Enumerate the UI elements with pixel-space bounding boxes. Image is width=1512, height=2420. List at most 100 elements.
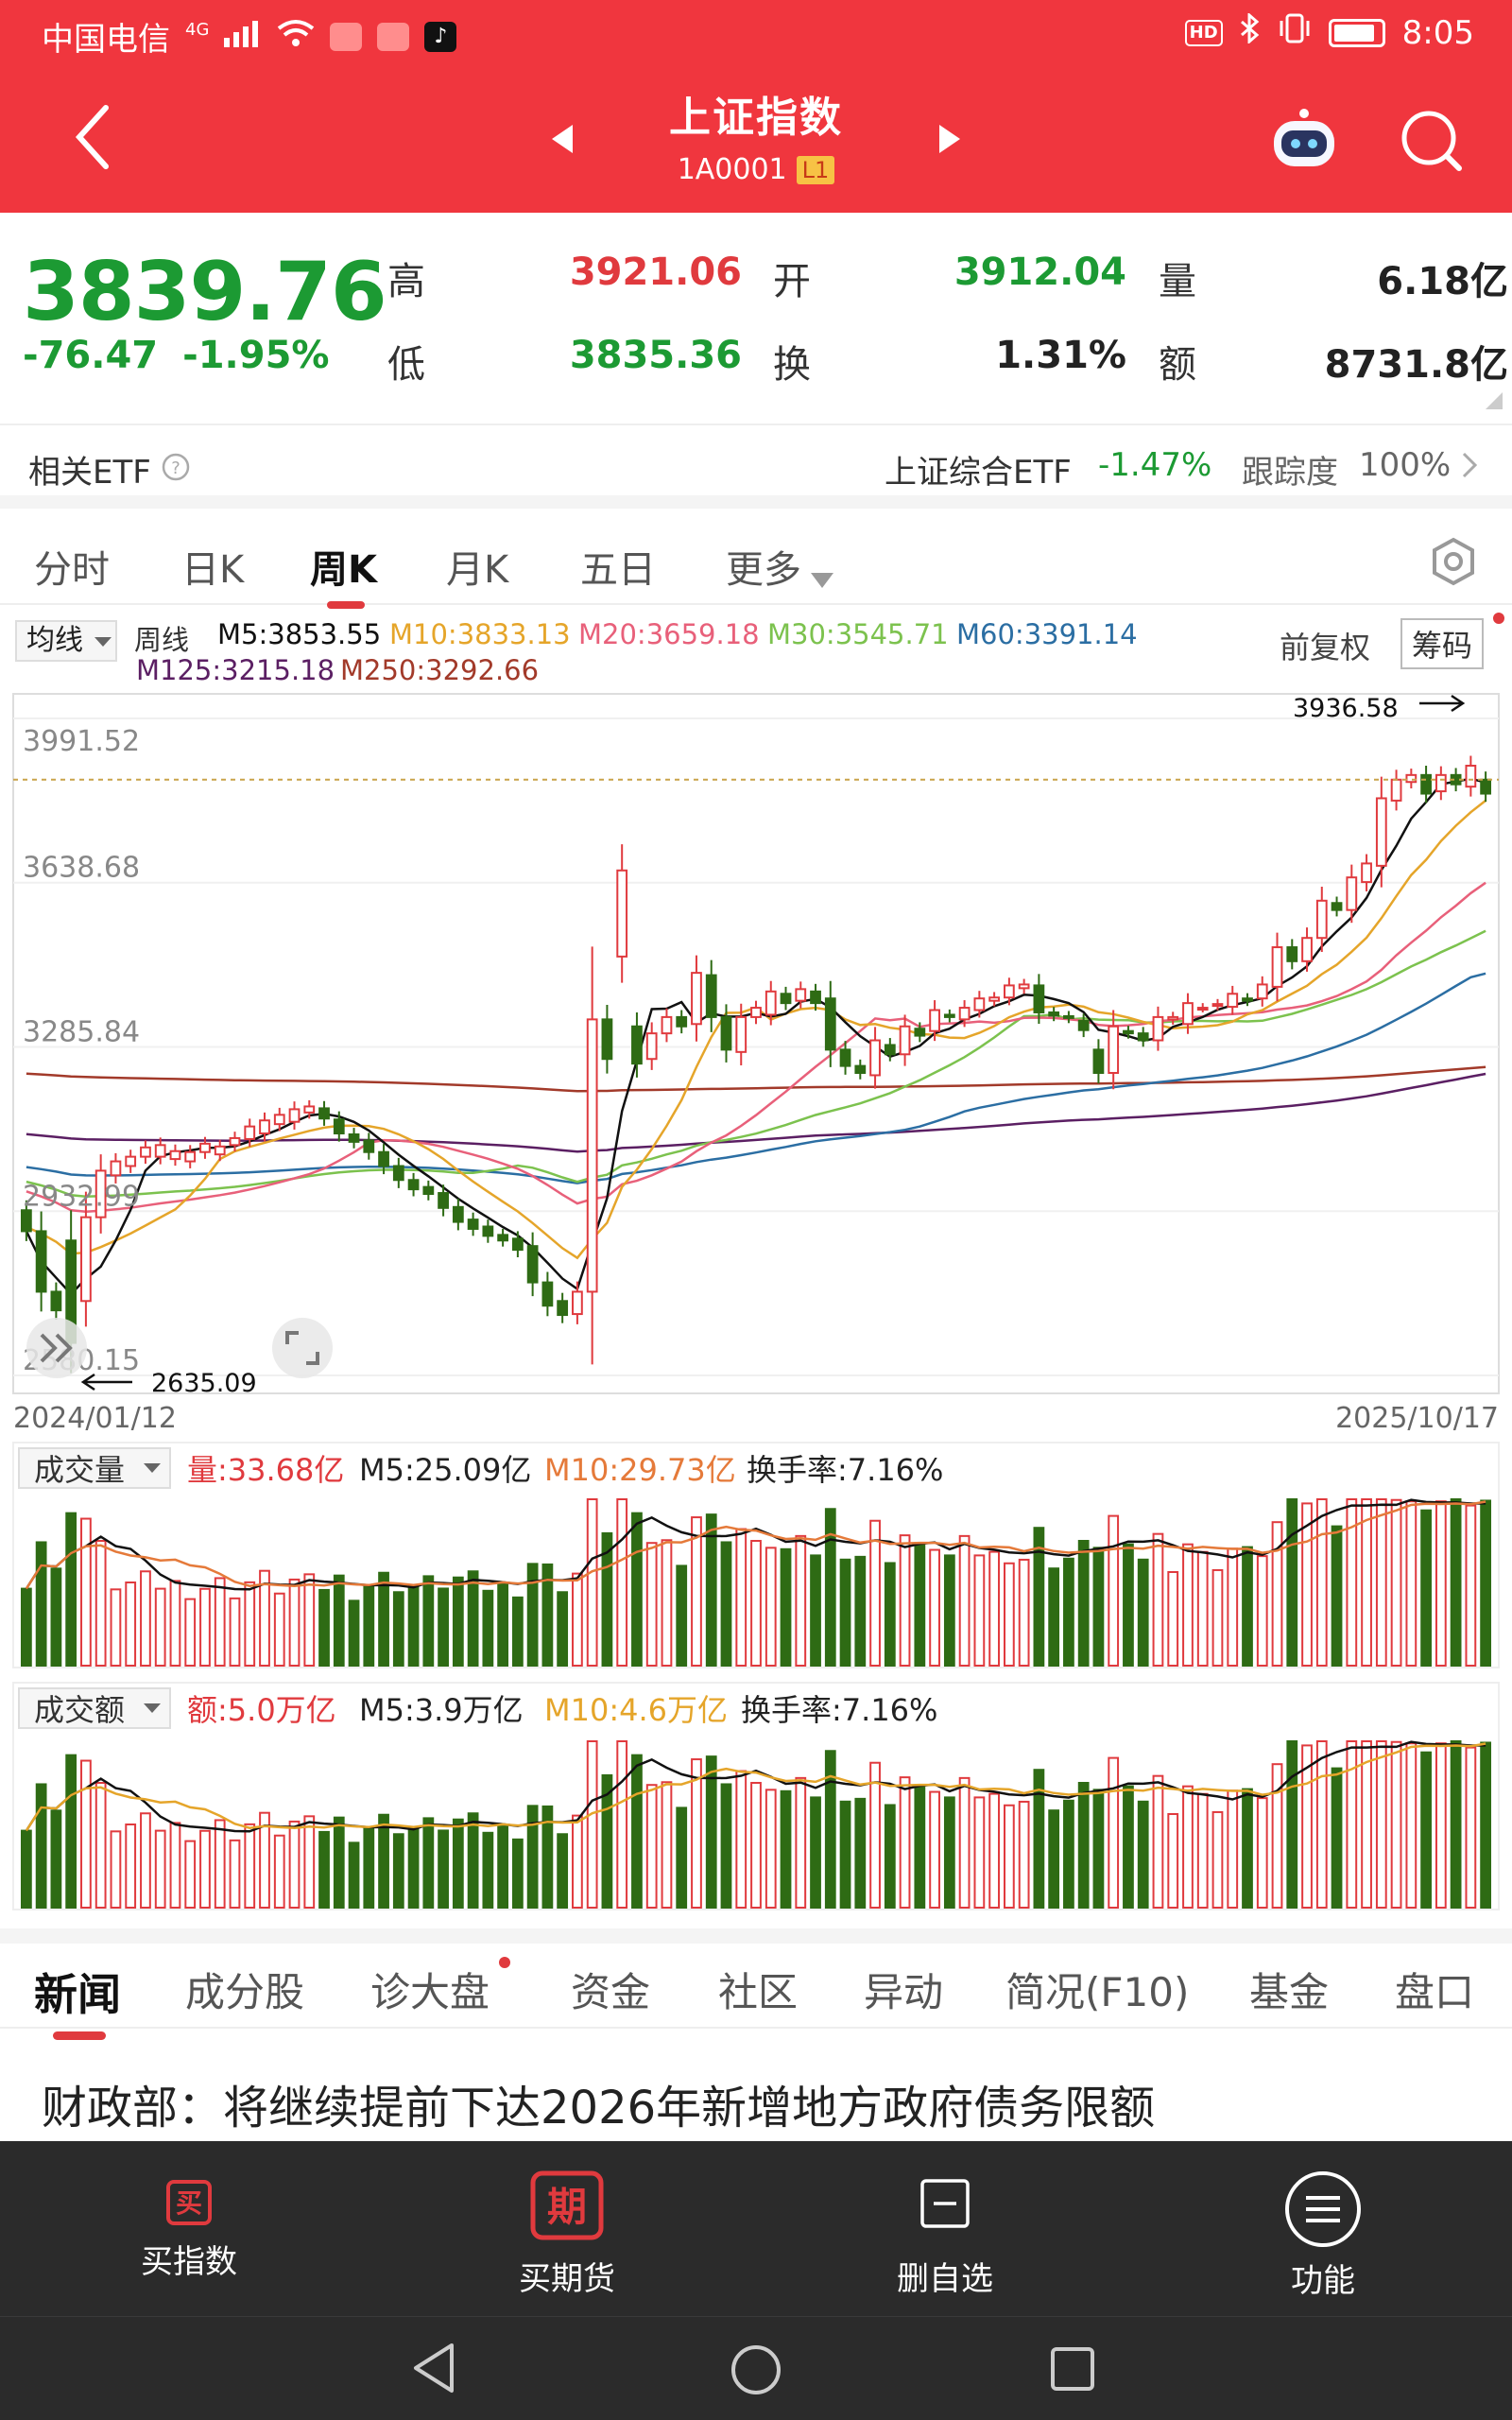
volume-bar-down	[1331, 1525, 1343, 1667]
expand-left-icon[interactable]	[26, 1318, 87, 1378]
wifi-icon	[277, 18, 315, 56]
volume-bar-up	[750, 1540, 762, 1667]
functions-button[interactable]: 功能	[1134, 2141, 1512, 2316]
chips-button[interactable]: 筹码	[1400, 618, 1485, 669]
volume-bar-down	[914, 1784, 926, 1909]
robot-assistant-icon[interactable]	[1266, 106, 1342, 176]
back-icon[interactable]	[74, 104, 112, 174]
volume-bar-up	[303, 1815, 316, 1910]
volume-bar-down	[824, 1508, 836, 1667]
volume-ma10-line	[25, 1500, 1486, 1590]
volume-bar-up	[616, 1498, 628, 1667]
related-etf-row[interactable]: 相关ETF ? 上证综合ETF -1.47% 跟踪度 100%	[0, 427, 1512, 509]
tab-funds[interactable]: 基金	[1249, 1969, 1330, 2015]
fullscreen-icon[interactable]	[272, 1318, 333, 1378]
tab-capital[interactable]: 资金	[571, 1969, 651, 2015]
volume-m5: M5:25.09亿	[359, 1452, 531, 1488]
candle-up	[586, 1018, 598, 1293]
low-value: 3835.36	[569, 334, 742, 377]
next-index-icon[interactable]	[937, 123, 962, 159]
candle-down	[1137, 1032, 1149, 1042]
volume-bar-up	[1196, 1792, 1209, 1909]
volume-bar-up	[169, 1580, 181, 1667]
buy-icon: 买	[165, 2179, 213, 2235]
tab-five-day[interactable]: 五日	[580, 548, 656, 592]
candle-down	[318, 1107, 330, 1120]
tab-movements[interactable]: 异动	[864, 1969, 944, 2015]
candle-up	[110, 1160, 122, 1177]
volume-bar-up	[1315, 1498, 1328, 1667]
volume-label: 量	[1159, 260, 1196, 303]
ma-selector[interactable]: 均线	[15, 620, 117, 662]
candle-up	[691, 972, 702, 1026]
ma-period-type: 周线	[134, 624, 190, 656]
tab-market-diagnosis[interactable]: 诊大盘	[370, 1969, 490, 2015]
tab-constituents[interactable]: 成分股	[185, 1969, 305, 2015]
volume-bar-down	[1123, 1543, 1134, 1668]
previous-index-icon[interactable]	[550, 123, 575, 159]
volume-bar-up	[1152, 1532, 1164, 1668]
carrier-name: 中国电信	[42, 21, 170, 59]
tab-intraday[interactable]: 分时	[34, 548, 110, 592]
main-chart-frame	[12, 693, 1500, 1394]
tab-news[interactable]: 新闻	[34, 1961, 121, 2040]
candle-up	[929, 1009, 940, 1032]
nav-recent-icon[interactable]	[1049, 2345, 1096, 2396]
volume-bar-up	[1167, 1571, 1179, 1667]
buy-index-button[interactable]: 买 买指数	[0, 2141, 378, 2316]
volume-bar-down	[631, 1754, 643, 1909]
candle-up	[1108, 1025, 1120, 1074]
volume-bar-down	[318, 1830, 330, 1910]
volume-bar-down	[35, 1783, 47, 1910]
svg-text:?: ?	[171, 458, 180, 478]
candle-up	[80, 1216, 92, 1303]
candle-down	[854, 1064, 867, 1074]
tab-community[interactable]: 社区	[718, 1969, 799, 2015]
volume-bar-down	[854, 1555, 867, 1667]
tab-order-book[interactable]: 盘口	[1395, 1969, 1475, 2015]
tab-daily-k[interactable]: 日K	[181, 548, 245, 592]
volume-bar-up	[1435, 1742, 1447, 1909]
tab-monthly-k[interactable]: 月K	[446, 548, 509, 592]
candle-down	[839, 1048, 851, 1067]
volume-selector[interactable]	[18, 1447, 171, 1489]
expand-corner-icon[interactable]	[1486, 392, 1503, 413]
chart-settings-icon[interactable]	[1429, 537, 1478, 596]
volume-bar-up	[1256, 1555, 1268, 1668]
candle-down	[392, 1165, 404, 1182]
tab-more[interactable]: 更多	[726, 548, 801, 592]
tab-f10-profile[interactable]: 简况(F10)	[1005, 1969, 1190, 2015]
help-icon[interactable]: ?	[161, 452, 191, 491]
volume-bar-down	[601, 1531, 613, 1668]
amount-selector[interactable]	[18, 1687, 171, 1729]
app-notification-icon	[330, 22, 363, 51]
buy-futures-button[interactable]: 期 买期货	[378, 2141, 756, 2316]
nav-back-icon[interactable]	[410, 2342, 457, 2398]
ma30-line	[26, 929, 1486, 1198]
volume-bar-down	[1137, 1558, 1149, 1667]
candle-up	[229, 1136, 241, 1147]
volume-bar-down	[392, 1591, 404, 1667]
adjust-mode[interactable]: 前复权	[1280, 630, 1371, 666]
candle-up	[869, 1039, 881, 1077]
remove-watchlist-button[interactable]: 删自选	[756, 2141, 1134, 2316]
candle-up	[958, 1007, 971, 1021]
volume-bar-down	[363, 1826, 375, 1909]
ma60-value: M60:3391.14	[956, 618, 1138, 650]
volume-m10: M10:29.73亿	[544, 1452, 736, 1488]
volume-bar-up	[1271, 1521, 1283, 1668]
volume-bar-up	[735, 1770, 747, 1909]
nav-home-icon[interactable]	[730, 2343, 782, 2400]
candle-up	[1435, 773, 1447, 793]
search-icon[interactable]	[1399, 108, 1465, 178]
volume-bar-down	[526, 1805, 539, 1910]
price-gridlines	[13, 717, 1499, 1376]
tab-weekly-k[interactable]: 周K	[310, 539, 377, 609]
volume-value: 6.18亿	[1377, 260, 1508, 303]
volume-bar-down	[497, 1582, 509, 1667]
candle-up	[125, 1155, 137, 1167]
candle-down	[20, 1209, 32, 1233]
news-headline[interactable]: 财政部：将继续提前下达2026年新增地方政府债务限额	[42, 2082, 1156, 2135]
system-navigation-bar	[0, 2316, 1512, 2420]
